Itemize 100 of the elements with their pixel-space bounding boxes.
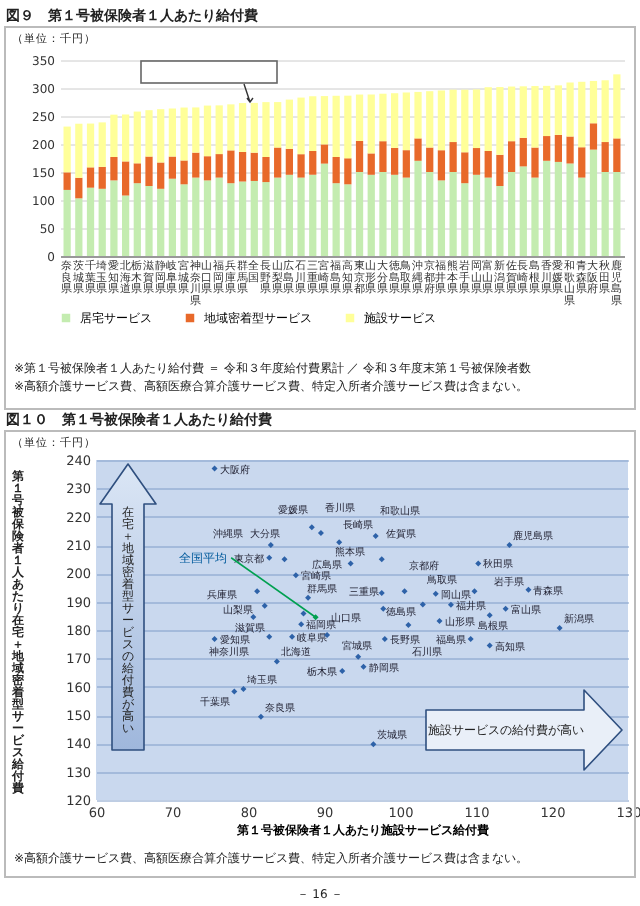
bar xyxy=(367,94,375,154)
bar xyxy=(274,147,282,178)
bar xyxy=(472,148,481,175)
bar xyxy=(554,161,563,256)
bar xyxy=(215,154,223,178)
point xyxy=(305,594,312,601)
bar xyxy=(601,142,609,172)
bar xyxy=(613,74,621,139)
bar xyxy=(110,156,118,181)
bar xyxy=(297,177,305,256)
bar xyxy=(133,183,141,256)
bar xyxy=(472,89,481,149)
bar xyxy=(484,177,492,256)
bar xyxy=(203,156,212,181)
bar xyxy=(379,172,387,256)
bar xyxy=(63,189,71,256)
bar xyxy=(180,107,188,161)
point xyxy=(419,601,426,608)
bar xyxy=(391,147,399,175)
point xyxy=(266,554,273,561)
bar xyxy=(496,154,504,186)
bar xyxy=(554,134,563,162)
bar xyxy=(332,156,340,184)
point xyxy=(257,713,264,720)
point xyxy=(347,560,354,567)
bar xyxy=(601,80,609,143)
bar xyxy=(86,123,95,168)
point xyxy=(378,556,385,563)
bar xyxy=(320,96,329,145)
bar xyxy=(332,95,340,157)
bar xyxy=(367,153,375,175)
point xyxy=(298,621,305,628)
bar xyxy=(63,172,71,190)
point xyxy=(372,532,379,539)
bar xyxy=(238,103,247,152)
point xyxy=(292,572,299,579)
bar xyxy=(309,96,317,151)
point xyxy=(405,621,412,628)
bar xyxy=(589,149,598,256)
point xyxy=(231,688,238,695)
bar xyxy=(414,138,422,161)
bar xyxy=(285,174,293,256)
bar xyxy=(320,144,329,164)
bar xyxy=(332,183,340,256)
bar xyxy=(437,90,446,151)
bar xyxy=(355,140,364,172)
bar xyxy=(121,195,130,256)
bar xyxy=(531,177,539,256)
bar xyxy=(250,152,258,181)
bar xyxy=(578,177,586,256)
bar xyxy=(426,147,434,172)
bar xyxy=(203,105,212,157)
bar xyxy=(589,80,598,124)
bar xyxy=(519,166,527,256)
bar xyxy=(133,163,141,184)
bar xyxy=(402,92,410,151)
point xyxy=(525,586,532,593)
point xyxy=(475,560,482,567)
bar xyxy=(566,163,574,256)
bar xyxy=(543,160,551,256)
bar xyxy=(449,89,457,143)
bar xyxy=(589,123,598,150)
bar xyxy=(75,198,83,256)
point xyxy=(240,685,247,692)
bar xyxy=(133,111,141,164)
point xyxy=(486,612,493,619)
bar xyxy=(98,122,106,167)
point xyxy=(370,741,377,748)
bar xyxy=(250,102,258,153)
bar xyxy=(402,150,410,178)
point xyxy=(308,524,315,531)
point xyxy=(289,633,296,640)
bar xyxy=(145,156,153,186)
bar xyxy=(157,188,165,256)
bar xyxy=(110,180,118,256)
bar xyxy=(121,114,130,162)
bar xyxy=(262,102,270,157)
bar xyxy=(250,180,258,256)
bar xyxy=(449,172,457,256)
bar xyxy=(215,177,223,256)
bar xyxy=(203,180,212,256)
bar xyxy=(180,160,188,185)
bar xyxy=(507,86,516,142)
bar xyxy=(437,180,446,256)
bar xyxy=(145,110,153,157)
point xyxy=(300,610,307,617)
bar xyxy=(613,172,621,256)
bar xyxy=(63,126,71,173)
bar xyxy=(168,178,177,256)
bar xyxy=(274,177,282,256)
bar xyxy=(496,87,504,155)
point xyxy=(254,588,261,595)
bar xyxy=(121,161,130,196)
bar xyxy=(180,184,188,256)
point xyxy=(401,588,408,595)
point xyxy=(355,653,362,660)
bar xyxy=(192,107,200,153)
bar xyxy=(75,177,83,199)
bar xyxy=(145,186,153,256)
bar xyxy=(426,91,434,148)
